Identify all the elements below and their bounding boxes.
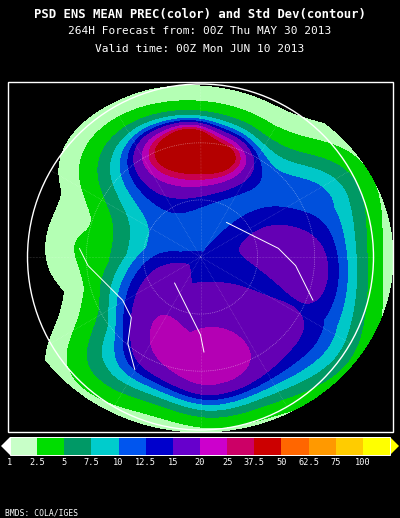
Text: 12.5: 12.5	[135, 458, 156, 467]
Polygon shape	[1, 437, 10, 455]
Text: BMDS: COLA/IGES: BMDS: COLA/IGES	[5, 508, 78, 517]
Text: 7.5: 7.5	[84, 458, 99, 467]
Bar	[8, 82, 393, 432]
Bar	[336, 437, 363, 455]
Text: 264H Forecast from: 00Z Thu MAY 30 2013: 264H Forecast from: 00Z Thu MAY 30 2013	[68, 26, 332, 36]
Bar	[10, 437, 390, 455]
Text: 100: 100	[355, 458, 371, 467]
Text: 5: 5	[62, 458, 67, 467]
Bar	[118, 437, 146, 455]
Bar	[227, 437, 254, 455]
Text: 1: 1	[7, 458, 13, 467]
Bar	[173, 437, 200, 455]
Bar	[254, 437, 282, 455]
Text: 10: 10	[113, 458, 124, 467]
Text: 62.5: 62.5	[298, 458, 319, 467]
Text: 50: 50	[276, 458, 287, 467]
Bar	[363, 437, 390, 455]
Text: 75: 75	[330, 458, 341, 467]
Text: Valid time: 00Z Mon JUN 10 2013: Valid time: 00Z Mon JUN 10 2013	[95, 44, 305, 54]
Bar	[92, 437, 118, 455]
Bar	[64, 437, 92, 455]
Text: 25: 25	[222, 458, 232, 467]
Text: 2.5: 2.5	[29, 458, 45, 467]
Polygon shape	[390, 437, 399, 455]
Text: PSD ENS MEAN PREC(color) and Std Dev(contour): PSD ENS MEAN PREC(color) and Std Dev(con…	[34, 8, 366, 21]
Text: 15: 15	[168, 458, 178, 467]
Bar	[282, 437, 308, 455]
Bar	[200, 437, 227, 455]
Text: 37.5: 37.5	[244, 458, 265, 467]
Bar	[10, 437, 37, 455]
Bar	[146, 437, 173, 455]
Bar	[308, 437, 336, 455]
Bar	[37, 437, 64, 455]
Text: 20: 20	[195, 458, 205, 467]
